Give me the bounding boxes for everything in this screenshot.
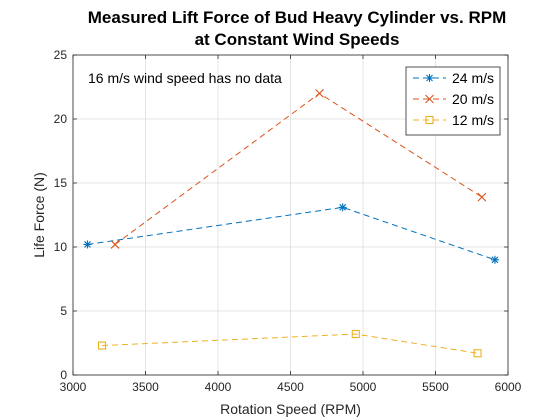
series-0 bbox=[83, 203, 499, 264]
chart-title-line-2: at Constant Wind Speeds bbox=[195, 30, 400, 49]
legend-label: 24 m/s bbox=[452, 70, 494, 86]
legend-marker bbox=[425, 115, 434, 125]
data-point bbox=[477, 192, 487, 202]
y-tick-label: 25 bbox=[54, 48, 68, 62]
data-point bbox=[110, 240, 120, 249]
data-point bbox=[338, 203, 347, 212]
series-2 bbox=[97, 329, 482, 358]
x-tick-label: 4500 bbox=[277, 380, 304, 394]
data-point bbox=[473, 349, 482, 358]
data-point bbox=[97, 341, 107, 350]
axis-ticks: 3000 3500 4000 4500 5000 5500 6000 0 5 10 15 20 25 bbox=[54, 48, 522, 394]
data-point bbox=[83, 240, 92, 249]
no-data-annotation: 16 m/s wind speed has no data bbox=[88, 70, 282, 86]
legend-entry: 24 m/s bbox=[413, 70, 494, 86]
x-tick-label: 3000 bbox=[60, 380, 87, 394]
legend-label: 12 m/s bbox=[452, 112, 494, 128]
x-tick-label: 5000 bbox=[350, 380, 377, 394]
x-axis-label: Rotation Speed (RPM) bbox=[220, 401, 361, 417]
data-point bbox=[351, 329, 360, 339]
chart-title-line-1: Measured Lift Force of Bud Heavy Cylinde… bbox=[88, 8, 506, 27]
legend-box bbox=[405, 66, 501, 136]
legend: 24 m/s 20 m/s 12 m/s bbox=[405, 66, 501, 136]
series-line bbox=[101, 333, 478, 354]
x-tick-label: 3500 bbox=[132, 380, 159, 394]
legend-entry: 12 m/s bbox=[413, 112, 494, 128]
series-layer bbox=[83, 89, 499, 358]
data-point bbox=[315, 89, 324, 98]
y-axis-label: Life Force (N) bbox=[31, 172, 47, 258]
x-tick-label: 5500 bbox=[422, 380, 449, 394]
y-tick-label: 20 bbox=[54, 112, 68, 126]
series-line bbox=[87, 206, 496, 261]
legend-entry: 20 m/s bbox=[413, 91, 494, 107]
y-tick-label: 10 bbox=[54, 240, 68, 254]
legend-marker bbox=[425, 94, 434, 104]
y-tick-label: 15 bbox=[54, 176, 68, 190]
y-tick-label: 0 bbox=[60, 368, 67, 382]
series-1 bbox=[110, 89, 487, 249]
legend-marker bbox=[425, 74, 434, 82]
legend-label: 20 m/s bbox=[452, 91, 494, 107]
x-tick-label: 4000 bbox=[205, 380, 232, 394]
y-tick-label: 5 bbox=[60, 304, 67, 318]
x-tick-label: 6000 bbox=[495, 380, 522, 394]
data-point bbox=[490, 255, 499, 264]
